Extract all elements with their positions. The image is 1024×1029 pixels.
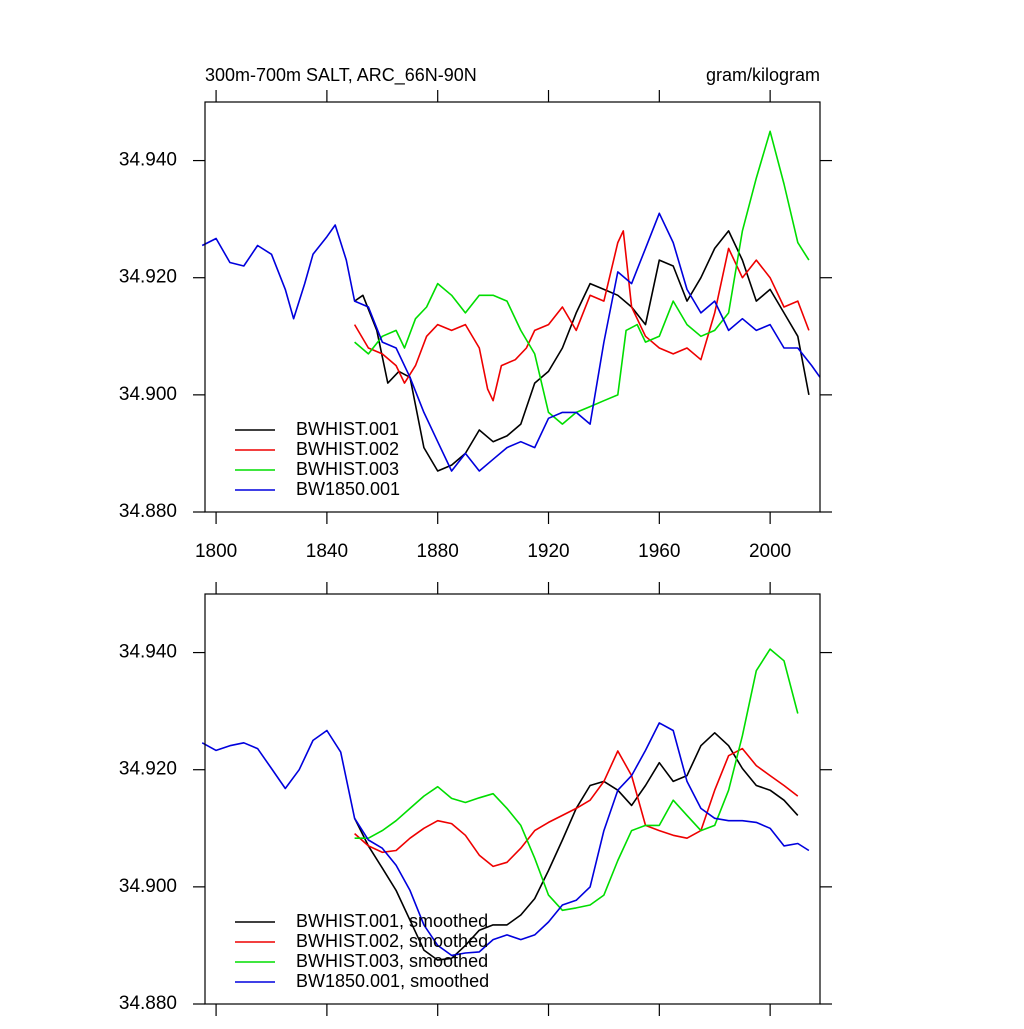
legend-label: BWHIST.002	[296, 439, 399, 459]
legend-label: BWHIST.001	[296, 419, 399, 439]
x-tick-label: 2000	[749, 541, 791, 562]
chart-title: 300m-700m SALT, ARC_66N-90N	[205, 65, 477, 86]
data-line	[354, 747, 799, 868]
legend-label: BW1850.001, smoothed	[296, 971, 489, 991]
y-tick-label: 34.880	[119, 993, 177, 1014]
y-tick-label: 34.940	[119, 642, 177, 663]
x-tick-label: 1880	[417, 541, 459, 562]
y-tick-label: 34.880	[119, 501, 177, 522]
x-tick-label: 1960	[638, 541, 680, 562]
plot-frame	[204, 593, 821, 1005]
y-tick-label: 34.900	[119, 384, 177, 405]
x-tick-label: 1840	[306, 541, 348, 562]
y-tick-label: 34.900	[119, 876, 177, 897]
y-tick-label: 34.920	[119, 759, 177, 780]
data-line	[354, 230, 810, 472]
plot-frame	[204, 101, 821, 513]
legend-label: BW1850.001	[296, 479, 400, 499]
data-line	[354, 648, 799, 912]
data-line	[353, 230, 810, 402]
y-tick-label: 34.940	[119, 150, 177, 171]
x-tick-label: 1920	[527, 541, 569, 562]
data-line	[201, 722, 810, 957]
legend-label: BWHIST.002, smoothed	[296, 931, 488, 951]
legend-label: BWHIST.003	[296, 459, 399, 479]
y-tick-label: 34.920	[119, 267, 177, 288]
units-label: gram/kilogram	[706, 65, 820, 85]
x-tick-label: 1800	[195, 541, 237, 562]
legend-label: BWHIST.001, smoothed	[296, 911, 488, 931]
legend-label: BWHIST.003, smoothed	[296, 951, 488, 971]
data-line	[201, 212, 821, 472]
data-line	[354, 130, 810, 425]
